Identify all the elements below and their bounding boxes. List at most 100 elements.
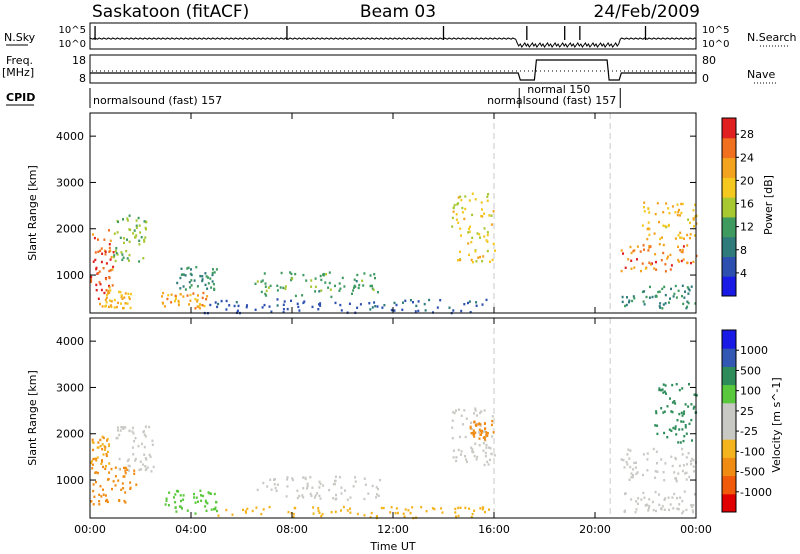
data-cell	[214, 506, 217, 509]
data-cell	[663, 410, 666, 413]
data-cell	[648, 504, 651, 508]
data-cell	[470, 446, 473, 449]
data-cell	[675, 477, 677, 480]
data-cell	[389, 511, 392, 514]
data-cell	[123, 475, 126, 478]
data-cell	[674, 284, 677, 288]
data-cell	[676, 203, 679, 206]
data-cell	[634, 461, 637, 464]
data-cell	[636, 245, 639, 248]
data-cell	[666, 257, 669, 260]
data-cell	[177, 301, 180, 304]
data-cell	[102, 488, 104, 491]
data-cell	[95, 283, 98, 287]
data-cell	[276, 289, 279, 292]
data-cell	[654, 490, 657, 494]
data-cell	[127, 458, 130, 461]
data-cell	[109, 258, 112, 261]
data-cell	[630, 472, 633, 475]
data-cell	[263, 272, 266, 275]
data-cell	[455, 459, 458, 463]
data-cell	[468, 199, 471, 202]
data-cell	[102, 267, 105, 270]
data-cell	[456, 203, 459, 206]
data-cell	[108, 269, 111, 273]
data-cell	[129, 481, 132, 484]
data-cell	[460, 309, 463, 313]
data-cell	[93, 457, 96, 461]
data-cell	[124, 491, 127, 494]
data-cell	[123, 237, 126, 240]
data-cell	[636, 258, 638, 261]
data-cell	[318, 290, 321, 293]
data-cell	[390, 308, 393, 312]
data-cell	[465, 460, 468, 464]
data-cell	[417, 300, 420, 303]
data-cell	[105, 304, 107, 307]
data-cell	[217, 302, 220, 306]
data-cell	[327, 286, 330, 289]
data-cell	[473, 509, 476, 512]
data-cell	[92, 489, 95, 493]
data-cell	[211, 280, 214, 283]
data-cell	[624, 509, 626, 512]
colorbar-tick-label: -100	[740, 445, 765, 458]
data-cell	[662, 251, 665, 255]
data-cell	[332, 497, 335, 500]
data-cell	[452, 206, 455, 209]
data-cell	[209, 277, 212, 280]
data-cell	[460, 198, 463, 202]
data-cell	[112, 255, 115, 259]
data-cell	[479, 236, 481, 239]
data-cell	[692, 511, 695, 514]
data-cell	[207, 282, 210, 285]
data-cell	[120, 295, 123, 299]
data-cell	[120, 251, 123, 254]
data-cell	[296, 302, 299, 305]
data-cell	[310, 279, 313, 282]
data-cell	[467, 231, 470, 234]
data-cell	[693, 405, 696, 409]
data-cell	[101, 305, 104, 308]
data-cell	[479, 430, 482, 433]
data-cell	[274, 478, 276, 481]
data-cell	[128, 253, 131, 257]
data-cell	[358, 283, 361, 287]
data-cell	[135, 224, 138, 227]
data-cell	[401, 308, 404, 311]
data-cell	[202, 291, 205, 295]
data-cell	[107, 478, 109, 481]
data-cell	[671, 464, 674, 468]
data-cell	[468, 300, 471, 303]
data-cell	[680, 202, 683, 206]
data-cell	[363, 477, 366, 480]
data-cell	[92, 233, 94, 236]
data-cell	[621, 295, 624, 299]
data-cell	[674, 237, 677, 240]
freq-strip: Freq. [MHz] 18 8 Nave 80 0	[2, 54, 778, 85]
data-cell	[353, 278, 356, 281]
data-cell	[481, 215, 484, 218]
data-cell	[678, 464, 681, 468]
data-cell	[126, 217, 129, 220]
data-cell	[680, 211, 683, 215]
data-cell	[484, 427, 486, 430]
data-cell	[634, 511, 637, 514]
power-yticks: 1000 2000 3000 4000	[56, 130, 696, 282]
data-cell	[464, 435, 467, 439]
data-cell	[687, 218, 690, 221]
cpid-label: CPID	[6, 91, 35, 104]
data-cell	[106, 500, 109, 504]
data-cell	[111, 268, 114, 271]
data-cell	[105, 293, 108, 297]
data-cell	[266, 485, 269, 488]
data-cell	[470, 240, 473, 244]
data-cell	[286, 478, 289, 481]
data-cell	[201, 296, 204, 300]
data-cell	[132, 232, 135, 235]
data-cell	[109, 289, 112, 292]
colorbar-segment	[722, 137, 736, 159]
data-cell	[688, 289, 691, 292]
data-cell	[91, 440, 94, 444]
data-cell	[688, 422, 691, 425]
